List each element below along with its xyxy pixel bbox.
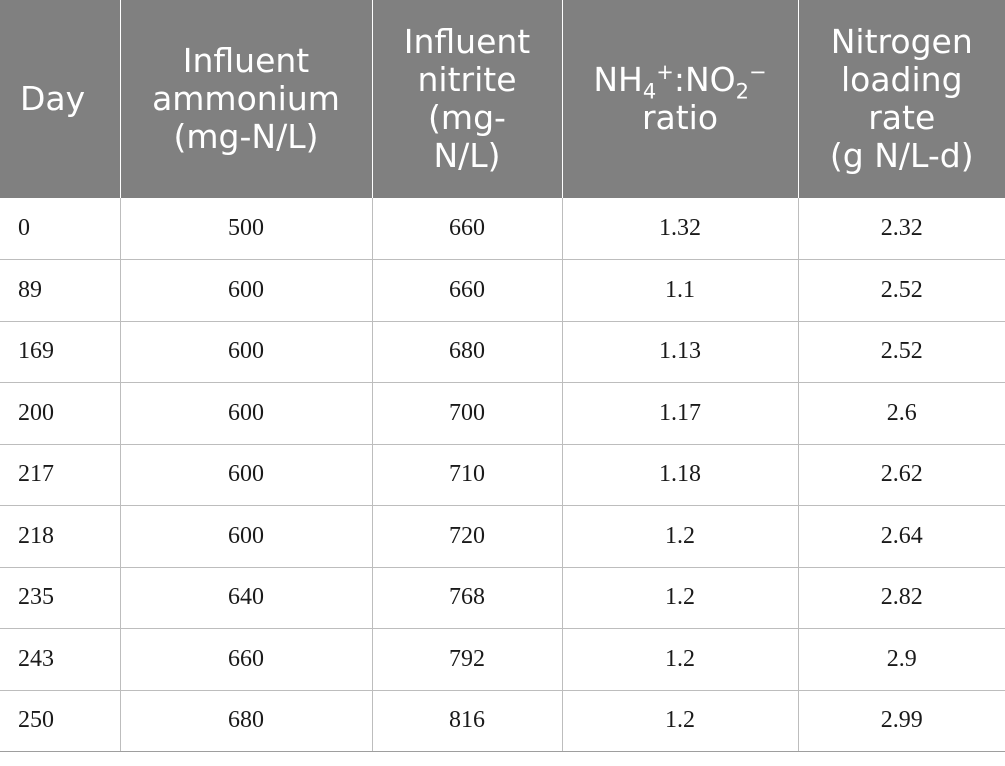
cell-nitrite: 792 bbox=[371, 628, 562, 691]
table-row: 243 660 792 1.2 2.9 bbox=[0, 628, 1005, 691]
cell-nitrite: 710 bbox=[371, 444, 562, 506]
cell-nitrite: 720 bbox=[371, 505, 562, 568]
cell-ammonium: 600 bbox=[119, 321, 372, 383]
cell-day: 89 bbox=[0, 259, 120, 322]
cell-ratio: 1.13 bbox=[561, 321, 798, 383]
cell-ammonium: 640 bbox=[119, 567, 372, 629]
cell-day: 250 bbox=[0, 690, 120, 752]
cell-ratio: 1.2 bbox=[561, 628, 798, 691]
cell-ratio: 1.2 bbox=[561, 690, 798, 752]
cell-loading-rate: 2.32 bbox=[797, 198, 1005, 260]
cell-loading-rate: 2.52 bbox=[797, 321, 1005, 383]
cell-loading-rate: 2.6 bbox=[797, 382, 1005, 445]
cell-day: 243 bbox=[0, 628, 120, 691]
header-influent-ammonium: Influent ammonium (mg-N/L) bbox=[119, 0, 373, 198]
table-header: Day Influent ammonium (mg-N/L) Influent … bbox=[0, 0, 1005, 198]
cell-ratio: 1.18 bbox=[561, 444, 798, 506]
header-influent-nitrite: Influent nitrite (mg- N/L) bbox=[371, 0, 563, 198]
header-nitrogen-loading-rate: Nitrogen loading rate (g N/L-d) bbox=[797, 0, 1005, 198]
header-row: Day Influent ammonium (mg-N/L) Influent … bbox=[0, 0, 1005, 198]
cell-ammonium: 600 bbox=[119, 505, 372, 568]
table-row: 217 600 710 1.18 2.62 bbox=[0, 444, 1005, 506]
cell-day: 0 bbox=[0, 198, 120, 260]
cell-ammonium: 600 bbox=[119, 382, 372, 445]
cell-loading-rate: 2.62 bbox=[797, 444, 1005, 506]
cell-ratio: 1.2 bbox=[561, 505, 798, 568]
cell-ammonium: 660 bbox=[119, 628, 372, 691]
table-body: 0 500 660 1.32 2.32 89 600 660 1.1 2.52 … bbox=[0, 198, 1005, 752]
cell-day: 169 bbox=[0, 321, 120, 383]
cell-loading-rate: 2.82 bbox=[797, 567, 1005, 629]
cell-loading-rate: 2.9 bbox=[797, 628, 1005, 691]
cell-nitrite: 700 bbox=[371, 382, 562, 445]
table-row: 0 500 660 1.32 2.32 bbox=[0, 198, 1005, 260]
cell-nitrite: 660 bbox=[371, 198, 562, 260]
cell-ammonium: 680 bbox=[119, 690, 372, 752]
cell-day: 235 bbox=[0, 567, 120, 629]
cell-ratio: 1.32 bbox=[561, 198, 798, 260]
header-day: Day bbox=[0, 0, 121, 198]
header-ratio: NH4+:NO2− ratio bbox=[561, 0, 799, 198]
table-row: 235 640 768 1.2 2.82 bbox=[0, 567, 1005, 629]
table-row: 169 600 680 1.13 2.52 bbox=[0, 321, 1005, 383]
cell-ammonium: 600 bbox=[119, 259, 372, 322]
cell-ammonium: 600 bbox=[119, 444, 372, 506]
table-row: 200 600 700 1.17 2.6 bbox=[0, 382, 1005, 445]
cell-ratio: 1.1 bbox=[561, 259, 798, 322]
table-row: 218 600 720 1.2 2.64 bbox=[0, 505, 1005, 568]
cell-day: 218 bbox=[0, 505, 120, 568]
cell-day: 217 bbox=[0, 444, 120, 506]
cell-loading-rate: 2.52 bbox=[797, 259, 1005, 322]
cell-nitrite: 816 bbox=[371, 690, 562, 752]
cell-ammonium: 500 bbox=[119, 198, 372, 260]
cell-ratio: 1.17 bbox=[561, 382, 798, 445]
cell-loading-rate: 2.99 bbox=[797, 690, 1005, 752]
table-row: 89 600 660 1.1 2.52 bbox=[0, 259, 1005, 322]
cell-nitrite: 768 bbox=[371, 567, 562, 629]
cell-day: 200 bbox=[0, 382, 120, 445]
table-row: 250 680 816 1.2 2.99 bbox=[0, 690, 1005, 752]
cell-loading-rate: 2.64 bbox=[797, 505, 1005, 568]
cell-ratio: 1.2 bbox=[561, 567, 798, 629]
cell-nitrite: 660 bbox=[371, 259, 562, 322]
cell-nitrite: 680 bbox=[371, 321, 562, 383]
